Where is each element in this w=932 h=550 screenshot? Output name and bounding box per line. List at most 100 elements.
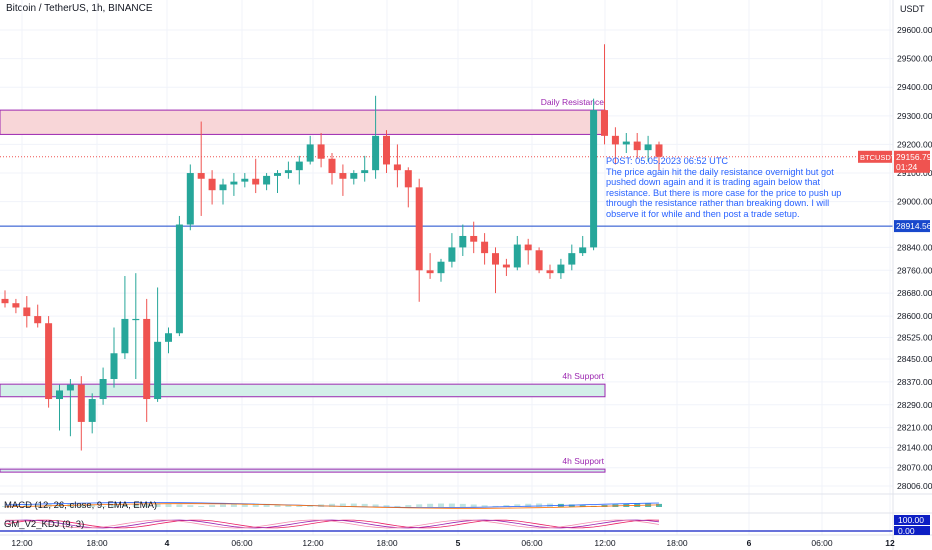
candle	[579, 235, 587, 256]
candle-body	[208, 178, 216, 191]
candle	[492, 247, 499, 294]
horizontal-line-label: 28914.56	[896, 221, 932, 231]
candle-body	[165, 333, 172, 342]
macd-bar	[547, 503, 553, 507]
candle	[481, 233, 489, 265]
candle	[393, 144, 401, 188]
candle-body	[274, 173, 281, 176]
candle	[77, 376, 85, 451]
macd-bar	[372, 504, 379, 507]
candle	[208, 170, 216, 205]
candle-body	[644, 144, 652, 151]
macd-bar	[448, 503, 455, 507]
candle	[404, 167, 412, 208]
candle	[23, 296, 31, 328]
macd-bar	[198, 505, 205, 507]
macd-bar	[427, 503, 434, 507]
candle-body	[611, 135, 619, 145]
last-price-label: 29156.79	[896, 152, 932, 162]
candle-body	[132, 318, 140, 321]
support-zone	[0, 383, 606, 398]
macd-bar	[274, 504, 281, 507]
candle	[437, 258, 445, 282]
candle-body	[252, 178, 260, 185]
kdj-badge-label: 100.00	[898, 515, 924, 525]
x-tick-label: 12:00	[594, 538, 616, 548]
candles	[1, 44, 663, 451]
candle	[546, 264, 554, 279]
price-axis-currency: USDT	[900, 4, 925, 14]
kdj-label[interactable]: GM_V2_KDJ (9, 3)	[4, 519, 85, 530]
candle	[513, 235, 521, 271]
candle-body	[99, 379, 107, 400]
macd-bar	[220, 504, 226, 507]
candle	[110, 327, 118, 388]
candle-body	[448, 247, 456, 262]
x-tick-label: 06:00	[521, 538, 543, 548]
candle-body	[404, 170, 412, 188]
candle	[568, 244, 576, 271]
candle	[633, 132, 641, 159]
candle-body	[513, 244, 521, 268]
macd-bar	[579, 505, 586, 507]
y-tick-label: 29100.00	[897, 168, 932, 178]
candle	[165, 327, 172, 354]
candle	[99, 367, 107, 405]
macd-bar	[568, 504, 575, 507]
chart-title: Bitcoin / TetherUS, 1h, BINANCE	[6, 3, 153, 14]
y-tick-label: 28600.00	[897, 311, 932, 321]
y-tick-label: 28140.00	[897, 443, 932, 453]
candle-body	[197, 173, 205, 179]
y-tick-label: 29400.00	[897, 82, 932, 92]
macd-label[interactable]: MACD (12, 26, close, 9, EMA, EMA)	[4, 500, 158, 511]
macd-bar	[329, 503, 335, 507]
y-tick-label: 29500.00	[897, 54, 932, 64]
support-zone	[0, 468, 606, 473]
macd-bar	[263, 503, 270, 507]
candle-body	[568, 253, 576, 265]
macd-bar	[296, 505, 303, 507]
candle	[328, 153, 336, 185]
macd-bar	[241, 503, 248, 507]
candle	[143, 298, 151, 422]
candle-body	[502, 264, 510, 268]
candle	[219, 178, 227, 205]
macd-bar	[481, 505, 488, 507]
y-tick-label: 28680.00	[897, 288, 932, 298]
candle-body	[34, 316, 42, 324]
candle	[34, 304, 42, 328]
candle-body	[415, 187, 423, 271]
candle	[121, 276, 129, 359]
x-tick-label: 12:00	[302, 538, 324, 548]
kdj-badge	[894, 526, 930, 535]
y-tick-label: 28840.00	[897, 242, 932, 252]
candle-body	[590, 110, 598, 248]
y-tick-label: 28760.00	[897, 265, 932, 275]
candle	[12, 298, 20, 314]
macd-bar	[100, 505, 107, 507]
price-zones: Daily Resistance 4h Support 4h Support	[0, 97, 893, 473]
candle-body	[219, 184, 227, 191]
candle-body	[481, 241, 489, 254]
candle-body	[328, 158, 336, 174]
candle	[306, 135, 314, 165]
candle-body	[263, 175, 271, 185]
x-tick-label: 18:00	[86, 538, 108, 548]
kdj-line	[4, 519, 660, 529]
post-note-body: The price again hit the daily resistance…	[606, 166, 842, 219]
candle-body	[88, 399, 96, 422]
y-tick-label: 29600.00	[897, 25, 932, 35]
candle-body	[143, 318, 151, 400]
candle	[383, 130, 390, 174]
y-tick-label: 29000.00	[897, 197, 932, 207]
candle-body	[1, 298, 9, 304]
candle	[45, 316, 53, 408]
candle-body	[317, 144, 325, 159]
macd-bar	[470, 504, 477, 507]
candle	[1, 290, 9, 308]
kdj-badge	[894, 515, 930, 525]
candle-body	[230, 181, 238, 185]
macd-bar	[350, 503, 357, 507]
axes: 29600.00 29500.00 29400.00 29300.00 29200.00…	[11, 0, 932, 550]
